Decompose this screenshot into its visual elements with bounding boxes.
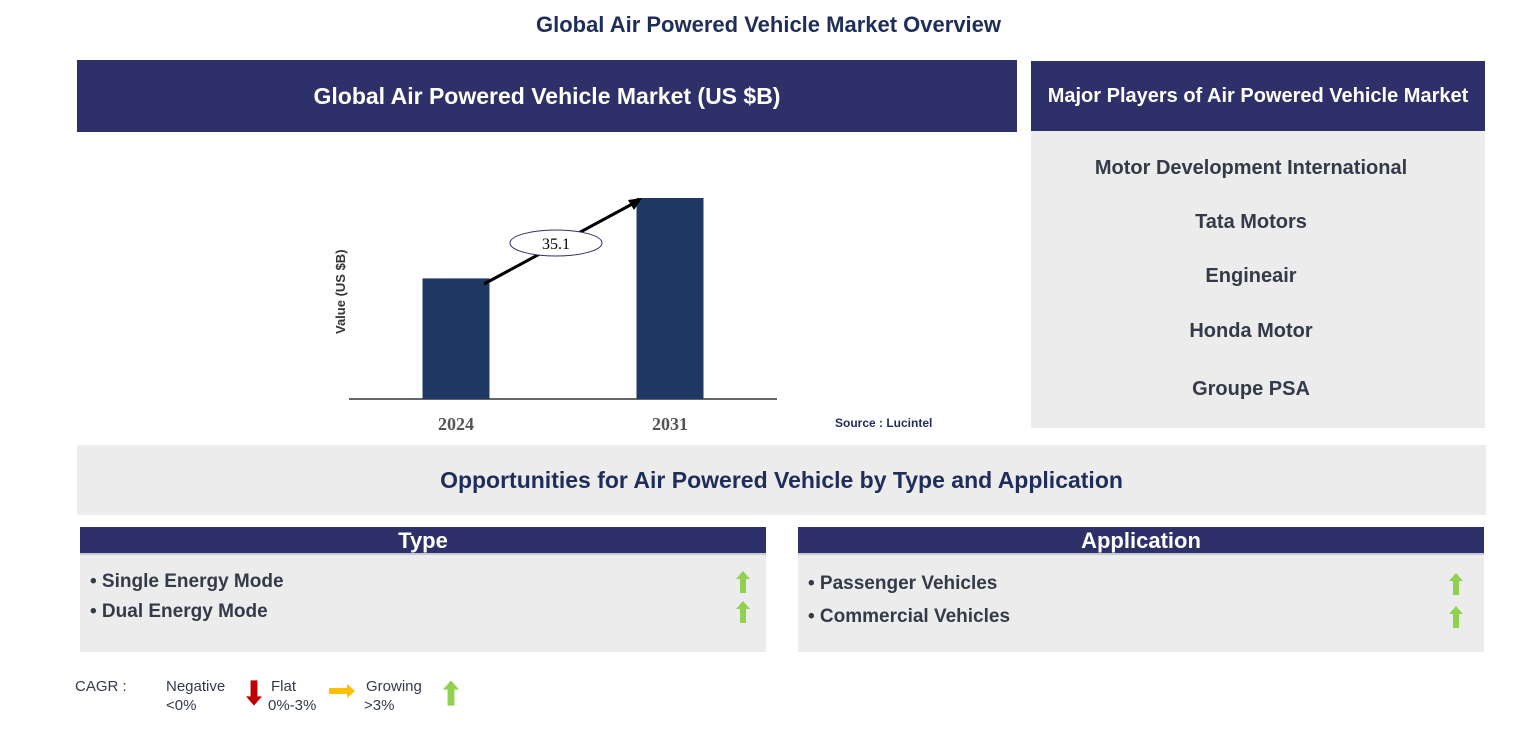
cagr-legend: CAGR : Negative <0% Flat 0%-3% Growing >… — [0, 676, 500, 726]
players-header: Major Players of Air Powered Vehicle Mar… — [1031, 61, 1485, 131]
application-header: Application — [798, 527, 1484, 555]
legend-growing-range: >3% — [364, 697, 395, 714]
growing-arrow-icon — [736, 571, 750, 593]
growth-arrowhead — [628, 198, 642, 210]
growing-arrow-icon — [443, 680, 459, 706]
bar-chart: Value (US $B) 2024 2031 35.1 Source : Lu… — [333, 198, 932, 434]
player-item: Groupe PSA — [1192, 378, 1310, 400]
opportunities-header: Opportunities for Air Powered Vehicle by… — [77, 445, 1486, 515]
legend-flat-range: 0%-3% — [268, 697, 317, 714]
bar-2031 — [636, 198, 704, 399]
growing-arrow-icon — [736, 601, 750, 623]
type-item: • Single Energy Mode — [90, 571, 284, 592]
legend-growing: Growing — [366, 678, 422, 695]
cagr-ellipse — [509, 229, 603, 257]
chart-header: Global Air Powered Vehicle Market (US $B… — [77, 60, 1017, 132]
negative-arrow-icon — [246, 680, 262, 706]
legend-label: CAGR : — [75, 678, 127, 695]
type-item: • Dual Energy Mode — [90, 601, 268, 622]
source-label: Source : Lucintel — [835, 416, 932, 430]
player-item: Tata Motors — [1195, 211, 1307, 233]
growing-arrow-icon — [1449, 606, 1463, 628]
bar-2024 — [422, 278, 490, 399]
player-item: Engineair — [1205, 265, 1297, 287]
type-panel: Type • Single Energy Mode • Dual Energy … — [80, 527, 766, 652]
players-list: Motor Development International Tata Mot… — [1031, 131, 1485, 428]
player-item: Honda Motor — [1189, 320, 1313, 342]
y-axis-label: Value (US $B) — [333, 249, 348, 334]
player-item: Motor Development International — [1094, 157, 1408, 179]
legend-negative: Negative — [166, 678, 226, 695]
application-item: • Commercial Vehicles — [808, 606, 1011, 627]
x-tick-label: 2024 — [438, 414, 474, 434]
cagr-annotation: 35.1 — [542, 236, 570, 253]
growing-arrow-icon — [1449, 573, 1463, 595]
flat-arrow-icon — [329, 684, 355, 698]
x-tick-label: 2031 — [652, 414, 688, 434]
page-title: Global Air Powered Vehicle Market Overvi… — [535, 12, 1002, 37]
legend-negative-range: <0% — [166, 697, 197, 714]
legend-flat: Flat — [271, 678, 297, 695]
application-item: • Passenger Vehicles — [808, 573, 998, 594]
type-header: Type — [80, 527, 766, 555]
application-panel: Application • Passenger Vehicles • Comme… — [798, 527, 1484, 652]
